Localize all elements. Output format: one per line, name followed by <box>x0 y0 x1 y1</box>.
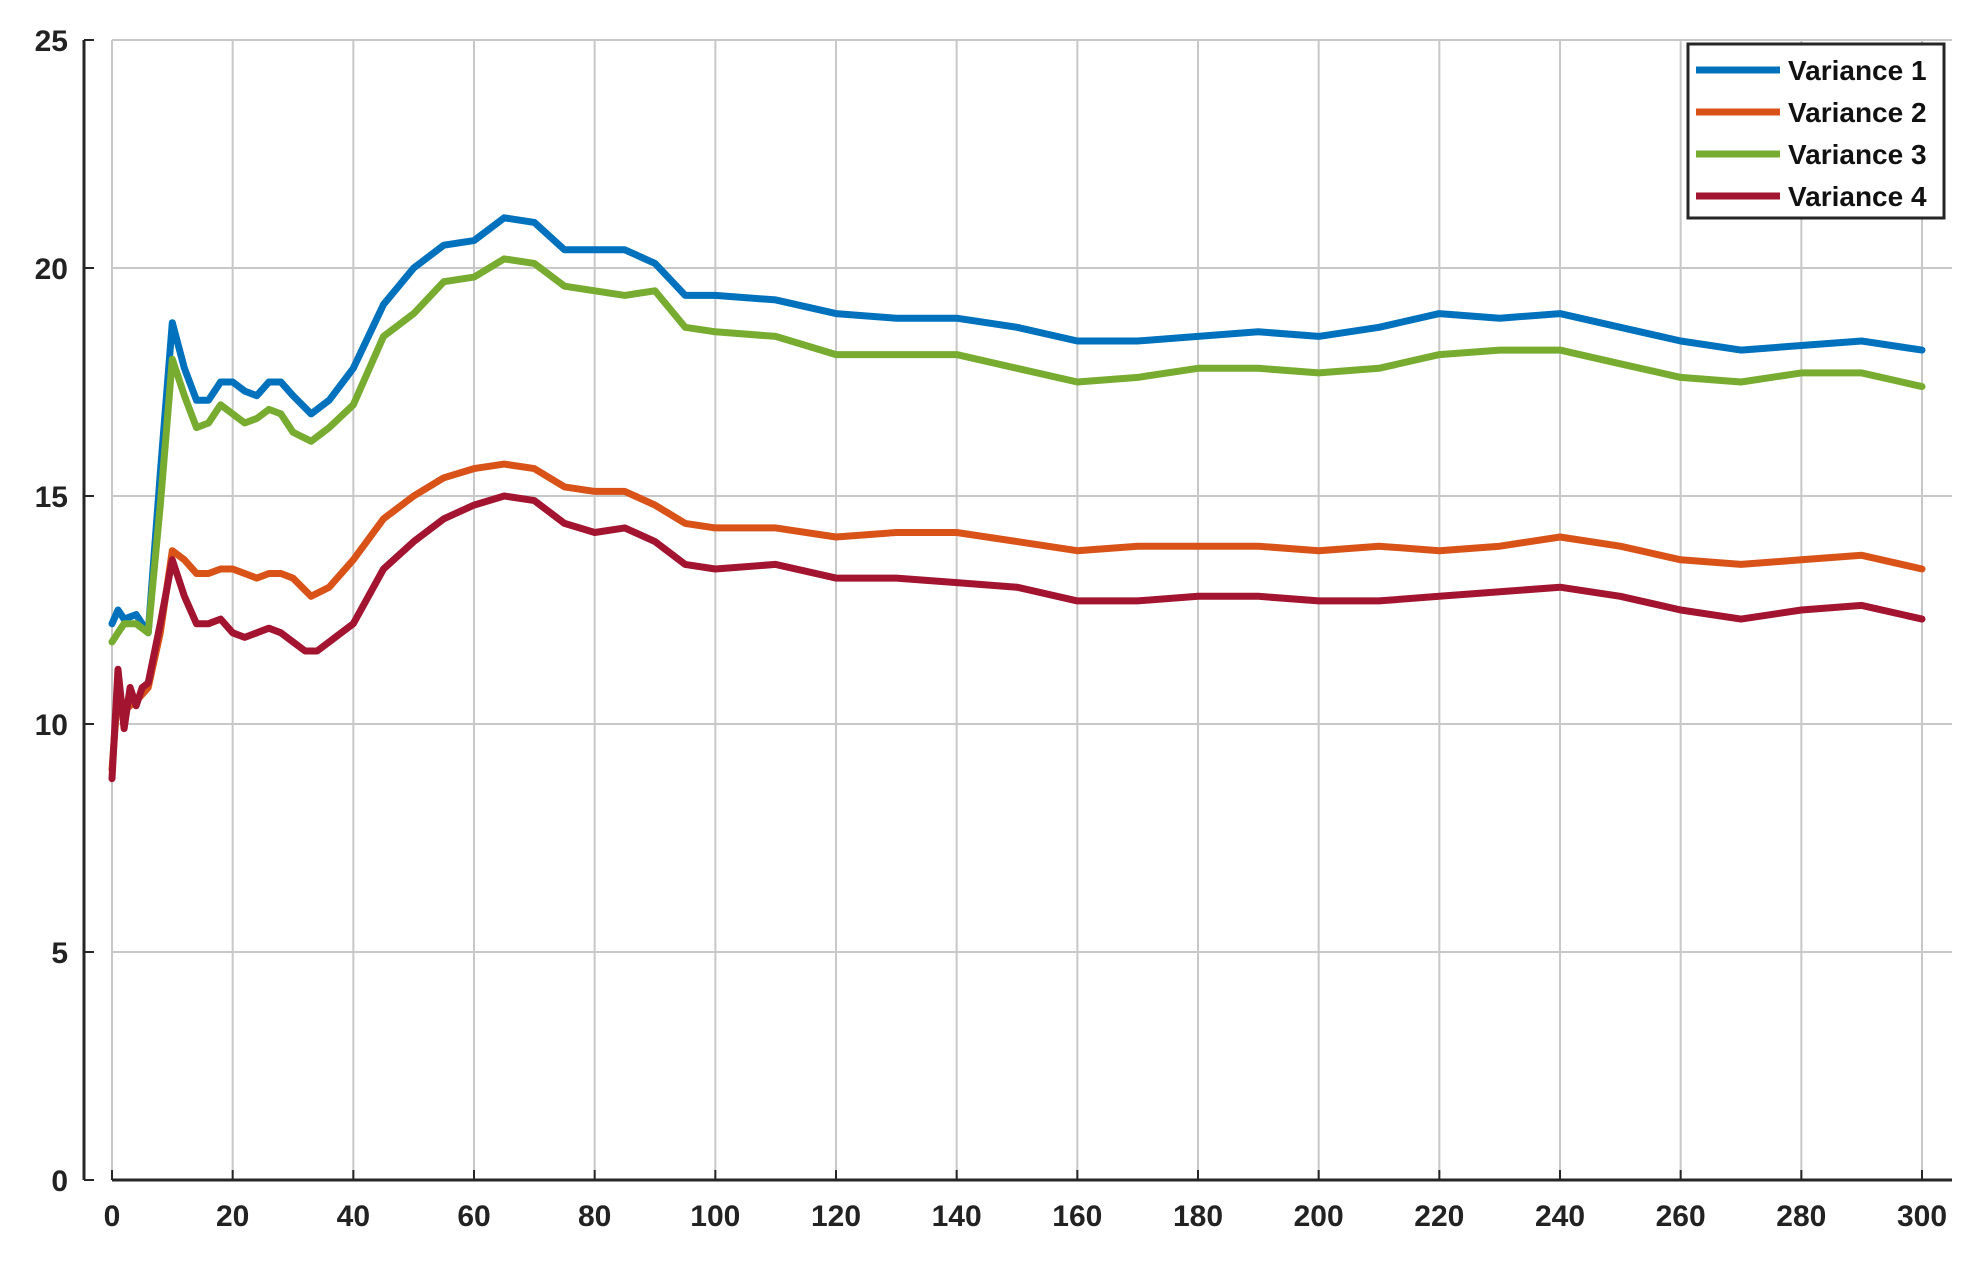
series-line-4 <box>108 492 1926 783</box>
x-tick-label: 280 <box>1776 1200 1826 1233</box>
x-tick-label: 120 <box>811 1200 861 1233</box>
x-tick-label: 80 <box>578 1200 611 1233</box>
x-tick-label: 300 <box>1897 1200 1947 1233</box>
y-tick-label: 25 <box>35 25 68 58</box>
x-tick-label: 180 <box>1173 1200 1223 1233</box>
x-tick-label: 20 <box>216 1200 249 1233</box>
x-tick-label: 160 <box>1052 1200 1102 1233</box>
x-tick-label: 220 <box>1414 1200 1464 1233</box>
series-layer <box>108 214 1926 783</box>
series-line-1 <box>108 214 1926 637</box>
y-tick-label: 10 <box>35 709 68 742</box>
y-tick-label: 5 <box>51 937 68 970</box>
legend-label-2: Variance 2 <box>1788 97 1927 128</box>
x-tick-label: 240 <box>1535 1200 1585 1233</box>
legend: Variance 1 Variance 2 Variance 3 Variance 4 <box>1686 42 1946 220</box>
y-tick-label: 0 <box>51 1165 68 1198</box>
series-line-2 <box>108 460 1926 774</box>
legend-label-4: Variance 4 <box>1788 181 1927 212</box>
y-tick-label: 20 <box>35 253 68 286</box>
series-line-3 <box>108 255 1926 646</box>
tick-labels: 0 20 40 60 80 100 120 140 160 180 200 220 240 260 280 3… <box>35 25 1947 1233</box>
legend-label-1: Variance 1 <box>1788 55 1927 86</box>
y-tick-label: 15 <box>35 481 68 514</box>
x-tick-label: 260 <box>1656 1200 1706 1233</box>
x-tick-label: 140 <box>932 1200 982 1233</box>
legend-label-3: Variance 3 <box>1788 139 1927 170</box>
x-tick-label: 200 <box>1294 1200 1344 1233</box>
x-tick-label: 0 <box>104 1200 121 1233</box>
x-tick-label: 100 <box>690 1200 740 1233</box>
x-tick-label: 40 <box>337 1200 370 1233</box>
x-tick-label: 60 <box>457 1200 490 1233</box>
axes <box>82 39 1952 1182</box>
